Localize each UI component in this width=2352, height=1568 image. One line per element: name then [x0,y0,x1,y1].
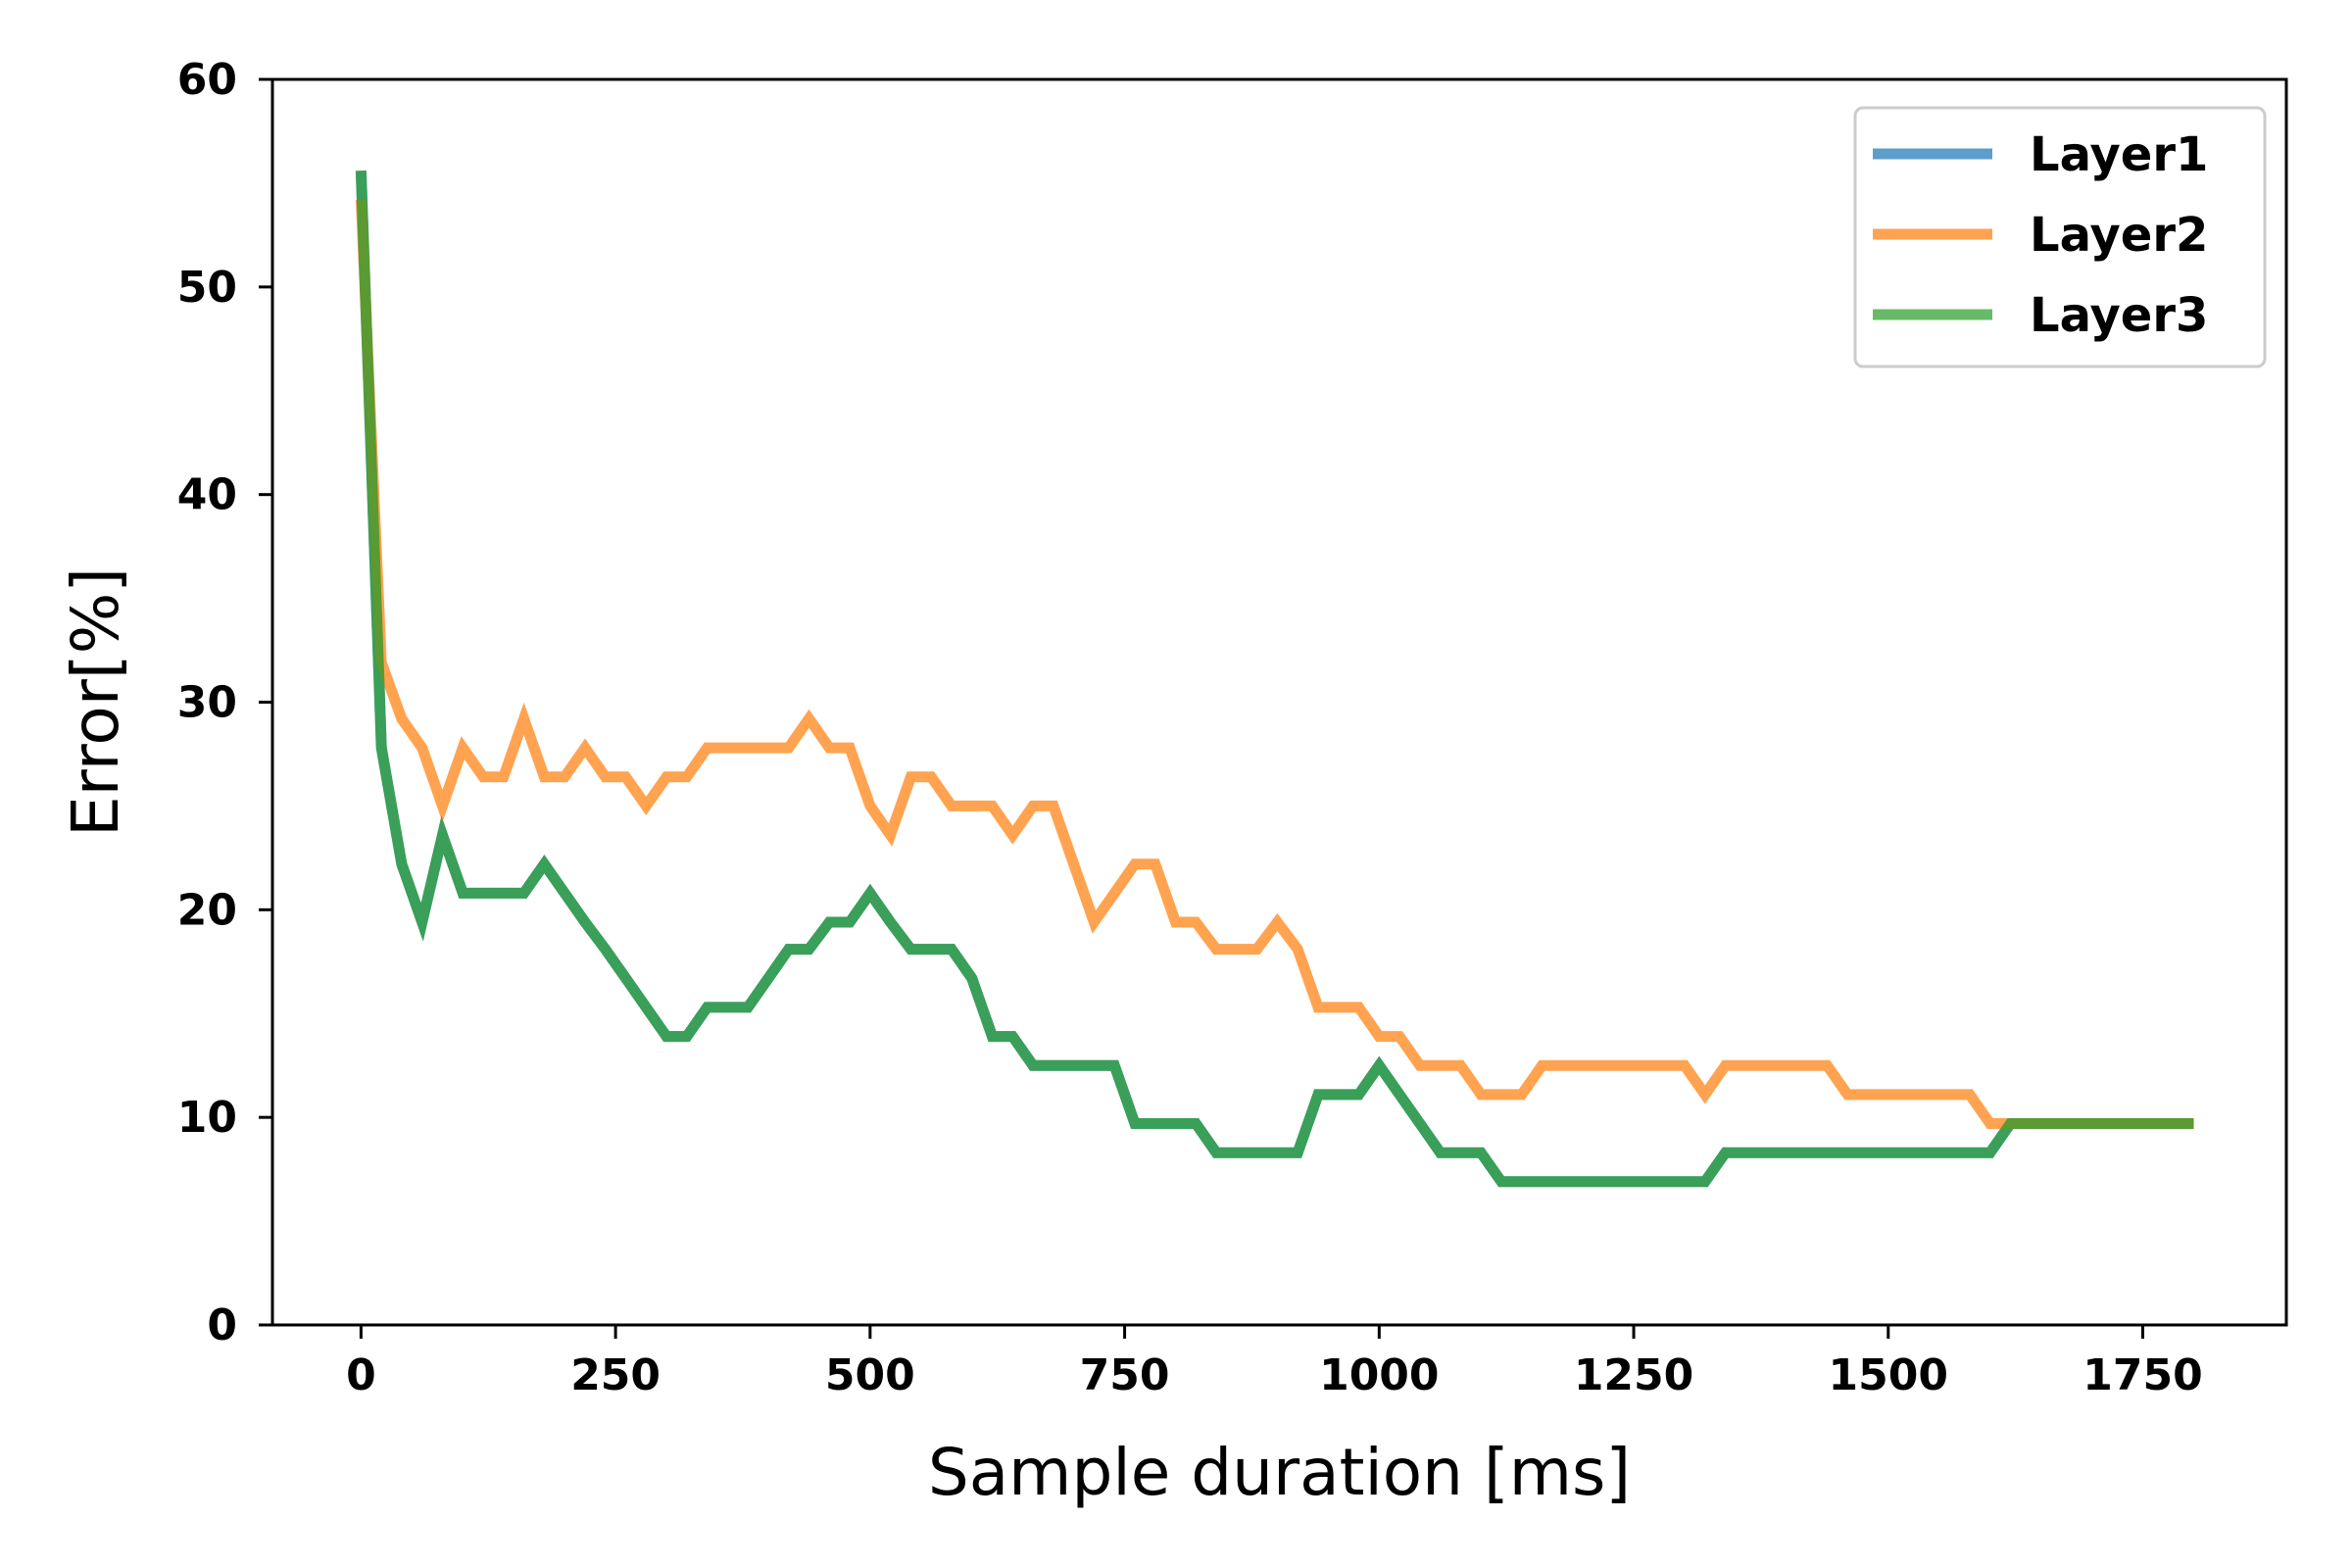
y-tick-label: 40 [177,470,237,520]
y-tick-label: 50 [177,263,237,313]
x-tick-label: 500 [825,1350,915,1400]
y-tick-label: 10 [177,1093,237,1143]
x-tick-label: 1500 [1829,1350,1948,1400]
x-tick-label: 0 [346,1350,376,1400]
x-tick-label: 1750 [2082,1350,2202,1400]
x-tick-label: 1250 [1574,1350,1693,1400]
legend: Layer1 Layer2 Layer3 [1855,108,2265,367]
x-tick-label: 750 [1080,1350,1170,1400]
legend-label-layer3: Layer3 [2030,288,2208,343]
y-tick-label: 20 [177,885,237,935]
y-tick-label: 30 [177,678,237,728]
y-tick-label: 0 [207,1300,237,1350]
x-tick-label: 250 [570,1350,661,1400]
legend-label-layer1: Layer1 [2030,127,2208,182]
legend-label-layer2: Layer2 [2030,208,2208,263]
x-tick-label: 1000 [1319,1350,1439,1400]
y-tick-label: 60 [177,55,237,105]
x-axis-title: Sample duration [ms] [928,1435,1631,1510]
y-axis-title: Error[%] [58,567,133,837]
